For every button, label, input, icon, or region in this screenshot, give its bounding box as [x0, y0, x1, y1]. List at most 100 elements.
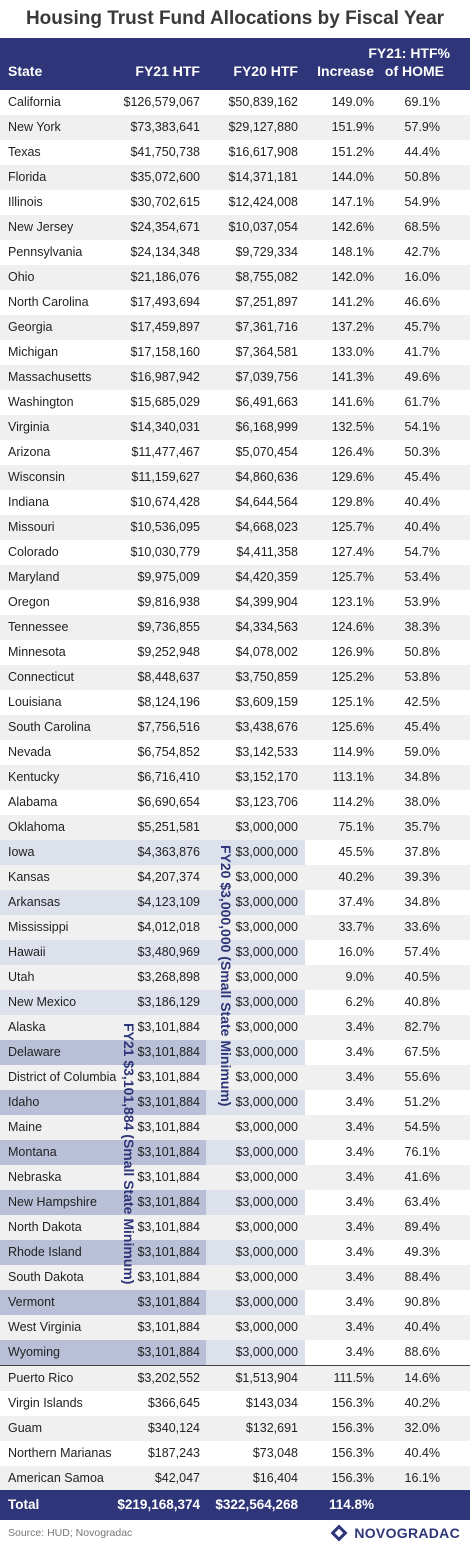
cell-state: Washington [8, 395, 74, 409]
cell-fy21: $3,101,884 [137, 1170, 200, 1184]
cell-increase: 33.7% [338, 920, 374, 934]
table-row: District of Columbia $3,101,884 $3,000,000… [0, 1065, 470, 1090]
cell-state: District of Columbia [8, 1070, 117, 1084]
cell-fy20: $3,000,000 [235, 820, 298, 834]
cell-fy21: $24,134,348 [130, 245, 200, 259]
cell-increase: 141.3% [331, 370, 374, 384]
cell-htf-pct: 40.4% [404, 1320, 440, 1334]
table-row: North Dakota $3,101,884 $3,000,000 3.4% 89.4… [0, 1215, 470, 1240]
table-row: South Dakota $3,101,884 $3,000,000 3.4% 88.4… [0, 1265, 470, 1290]
cell-htf-pct: 38.3% [404, 620, 440, 634]
cell-htf-pct: 50.3% [404, 445, 440, 459]
cell-increase: 141.6% [331, 395, 374, 409]
table-row: Illinois $30,702,615 $12,424,008 147.1% 54.9… [0, 190, 470, 215]
cell-htf-pct: 38.0% [404, 795, 440, 809]
cell-fy21: $3,101,884 [137, 1045, 200, 1059]
cell-state: West Virginia [8, 1320, 82, 1334]
cell-htf-pct: 88.6% [404, 1345, 440, 1359]
cell-increase: 113.1% [332, 770, 374, 784]
cell-htf-pct: 34.8% [404, 770, 440, 784]
cell-increase: 125.2% [331, 670, 374, 684]
cell-fy21: $9,975,009 [137, 570, 200, 584]
cell-state: Virginia [8, 420, 50, 434]
cell-fy20: $4,644,564 [235, 495, 298, 509]
cell-increase: 129.8% [331, 495, 374, 509]
cell-increase: 3.4% [345, 1220, 375, 1234]
cell-state: Kentucky [8, 770, 60, 784]
cell-htf-pct: 35.7% [404, 820, 440, 834]
cell-fy21: $41,750,738 [130, 145, 200, 159]
fy20-minimum-label: FY20 $3,000,000 (Small State Minimum) [218, 845, 234, 1107]
cell-increase: 132.5% [331, 420, 374, 434]
cell-state: American Samoa [8, 1471, 104, 1485]
cell-fy21: $3,480,969 [137, 945, 200, 959]
cell-fy20: $6,168,999 [235, 420, 298, 434]
cell-increase: 142.6% [331, 220, 374, 234]
cell-increase: 3.4% [345, 1320, 375, 1334]
table-row: Puerto Rico $3,202,552 $1,513,904 111.5% 14.… [0, 1365, 470, 1391]
table-row: Wyoming $3,101,884 $3,000,000 3.4% 88.6% [0, 1340, 470, 1365]
table-row: Ohio $21,186,076 $8,755,082 142.0% 16.0% [0, 265, 470, 290]
cell-htf-pct: 39.3% [404, 870, 440, 884]
table-row: Alaska $3,101,884 $3,000,000 3.4% 82.7% [0, 1015, 470, 1040]
table-row: Delaware $3,101,884 $3,000,000 3.4% 67.5% [0, 1040, 470, 1065]
cell-state: Pennsylvania [8, 245, 83, 259]
cell-increase: 142.0% [331, 270, 374, 284]
cell-fy20: $16,617,908 [228, 145, 298, 159]
cell-increase: 123.1% [331, 595, 374, 609]
header-pct-line2: of HOME [384, 63, 444, 79]
header-state: State [8, 63, 43, 79]
table-row: Wisconsin $11,159,627 $4,860,636 129.6% 45.4… [0, 465, 470, 490]
logo-mark-icon [330, 1524, 348, 1542]
cell-increase: 114.9% [332, 745, 374, 759]
cell-increase: 126.9% [331, 645, 374, 659]
table-row: Arkansas $4,123,109 $3,000,000 37.4% 34.8% [0, 890, 470, 915]
table-row: Rhode Island $3,101,884 $3,000,000 3.4% 49.3… [0, 1240, 470, 1265]
cell-htf-pct: 40.4% [404, 495, 440, 509]
cell-state: South Carolina [8, 720, 91, 734]
cell-htf-pct: 32.0% [404, 1421, 440, 1435]
cell-fy21: $16,987,942 [130, 370, 200, 384]
cell-htf-pct: 40.8% [404, 995, 440, 1009]
table-row: Oklahoma $5,251,581 $3,000,000 75.1% 35.7% [0, 815, 470, 840]
table-row: Kentucky $6,716,410 $3,152,170 113.1% 34.8% [0, 765, 470, 790]
cell-fy21: $6,716,410 [137, 770, 200, 784]
cell-htf-pct: 42.5% [404, 695, 440, 709]
cell-fy21: $14,340,031 [130, 420, 200, 434]
table-row: Vermont $3,101,884 $3,000,000 3.4% 90.8% [0, 1290, 470, 1315]
cell-increase: 3.4% [345, 1045, 375, 1059]
cell-htf-pct: 45.4% [404, 720, 440, 734]
cell-state: Indiana [8, 495, 50, 509]
cell-state: Nevada [8, 745, 52, 759]
cell-state: North Dakota [8, 1220, 82, 1234]
cell-htf-pct: 41.7% [404, 345, 440, 359]
cell-fy20: $3,000,000 [235, 1345, 298, 1359]
cell-fy21: $3,101,884 [137, 1120, 200, 1134]
cell-state: Arkansas [8, 895, 61, 909]
cell-fy20: $29,127,880 [228, 120, 298, 134]
cell-increase: 40.2% [338, 870, 374, 884]
cell-fy21: $15,685,029 [130, 395, 200, 409]
cell-state: Connecticut [8, 670, 75, 684]
cell-state: Florida [8, 170, 47, 184]
table-row: Indiana $10,674,428 $4,644,564 129.8% 40.4% [0, 490, 470, 515]
cell-state: North Carolina [8, 295, 89, 309]
cell-increase: 3.4% [345, 1170, 375, 1184]
cell-htf-pct: 33.6% [404, 920, 440, 934]
cell-fy20: $3,000,000 [235, 1095, 298, 1109]
cell-fy21: $4,123,109 [137, 895, 200, 909]
cell-htf-pct: 45.7% [404, 320, 440, 334]
cell-increase: 141.2% [331, 295, 374, 309]
table-row: Minnesota $9,252,948 $4,078,002 126.9% 50.8% [0, 640, 470, 665]
cell-htf-pct: 40.2% [404, 1396, 440, 1410]
cell-fy20: $3,000,000 [235, 1120, 298, 1134]
cell-fy21: $9,816,938 [137, 595, 200, 609]
cell-increase: 124.6% [331, 620, 374, 634]
cell-fy20: $3,000,000 [235, 845, 298, 859]
table-row: New Hampshire $3,101,884 $3,000,000 3.4% 63.… [0, 1190, 470, 1215]
cell-state: Wisconsin [8, 470, 65, 484]
cell-fy20: $3,609,159 [235, 695, 298, 709]
cell-fy21: $4,012,018 [137, 920, 200, 934]
cell-htf-pct: 45.4% [404, 470, 440, 484]
table-row: Idaho $3,101,884 $3,000,000 3.4% 51.2% [0, 1090, 470, 1115]
